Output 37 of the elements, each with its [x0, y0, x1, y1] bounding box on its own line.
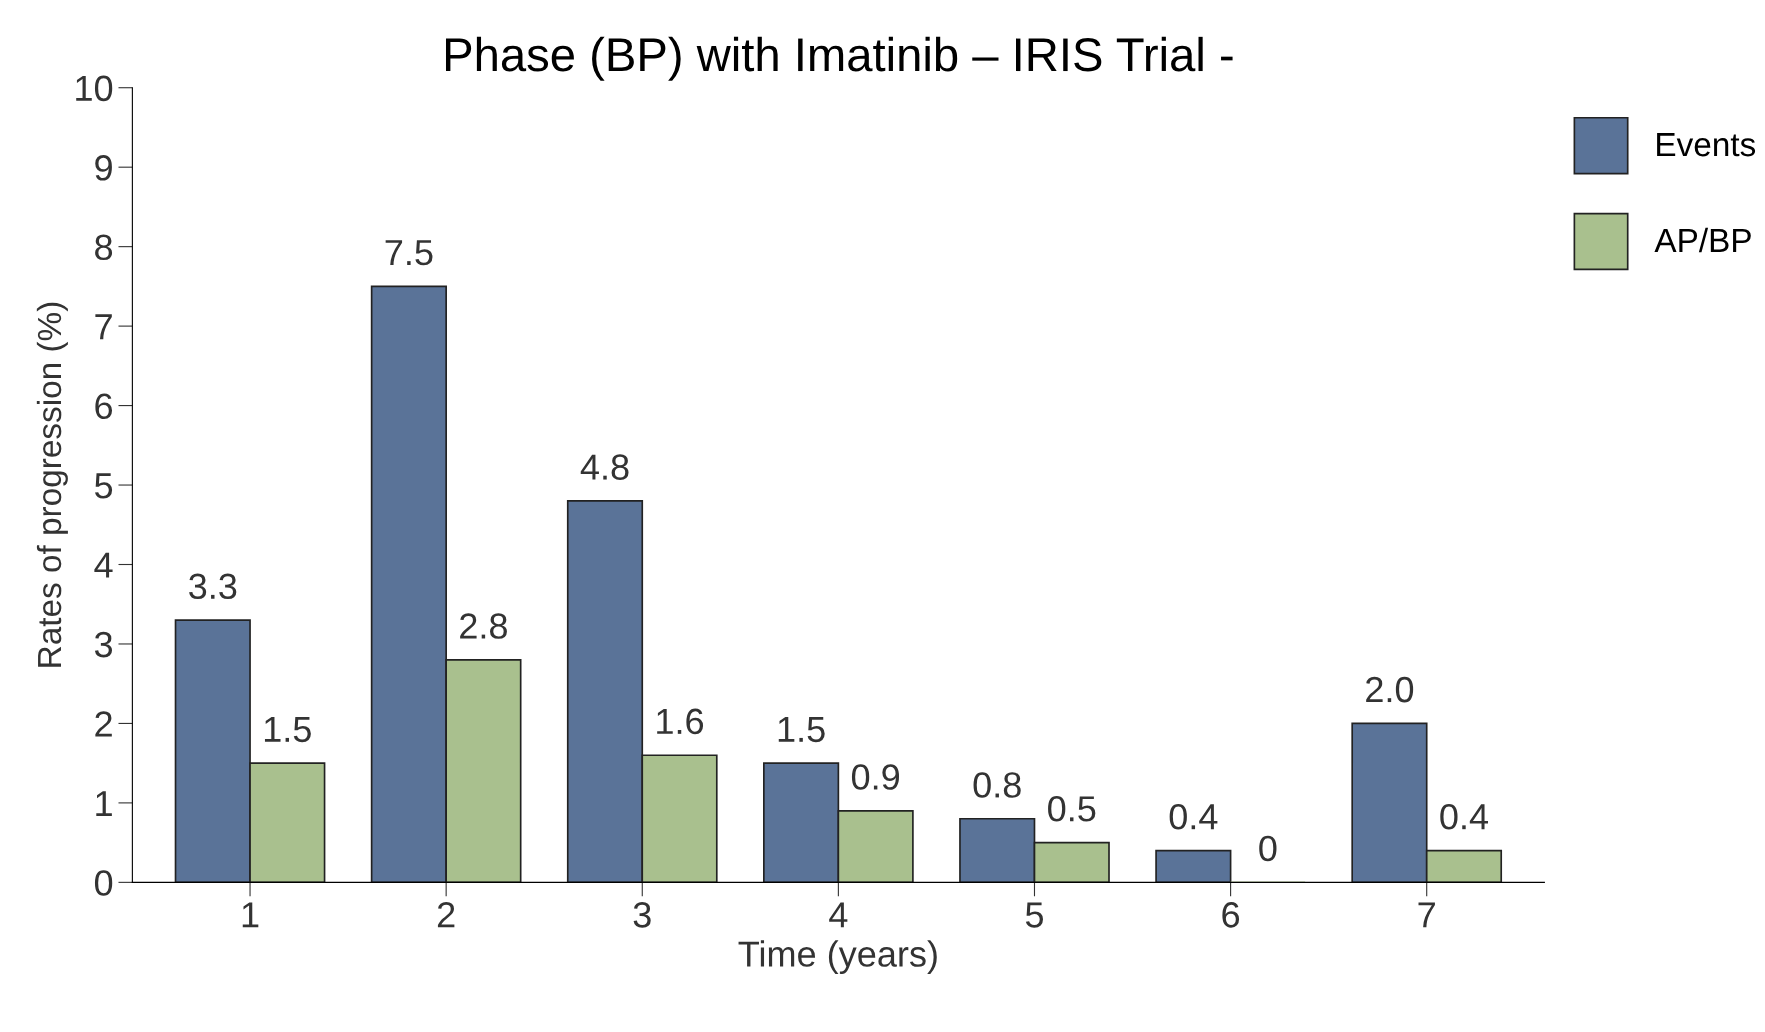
y-tick-label: 4 — [94, 552, 113, 578]
y-tick-label: 0 — [94, 870, 113, 896]
x-tick-label: 2 — [437, 902, 455, 928]
x-tick-label: 3 — [633, 902, 651, 928]
data-label: 3.3 — [189, 573, 237, 600]
data-label: 2.0 — [1366, 676, 1414, 703]
x-tick-label: 4 — [829, 902, 848, 928]
data-label: 1.5 — [778, 716, 825, 743]
x-tick-label: 5 — [1025, 902, 1044, 928]
legend-label: Events — [1657, 133, 1756, 157]
y-tick-label: 9 — [95, 155, 112, 181]
data-label: 0.4 — [1440, 803, 1489, 830]
x-tick-label: 7 — [1418, 902, 1435, 928]
data-label: 4.8 — [580, 454, 629, 480]
x-axis-title: Time (years) — [738, 940, 937, 974]
data-label: 0.8 — [973, 772, 1021, 798]
data-label: 1.6 — [657, 708, 704, 735]
data-label: 7.5 — [385, 240, 433, 266]
y-tick-label: 2 — [95, 711, 112, 737]
y-tick-label: 5 — [94, 473, 113, 499]
data-label: 0 — [1259, 835, 1277, 862]
data-label: 2.8 — [460, 613, 507, 639]
y-tick-label: 1 — [96, 791, 112, 816]
y-tick-label: 3 — [94, 631, 113, 658]
x-tick-label: 6 — [1222, 902, 1240, 928]
legend-label: AP/BP — [1654, 227, 1751, 253]
y-tick-label: 10 — [76, 75, 113, 102]
chart-title: Phase (BP) with Imatinib – IRIS Trial - — [445, 36, 1233, 81]
data-label: 0.9 — [851, 764, 900, 790]
y-tick-label: 6 — [95, 393, 113, 420]
y-tick-label: 8 — [95, 234, 113, 261]
x-tick-label: 1 — [242, 902, 259, 928]
y-axis-title: Rates of progression (%) — [36, 302, 68, 667]
data-label: 0.4 — [1169, 803, 1218, 830]
data-label: 1.5 — [264, 716, 311, 743]
data-label: 0.5 — [1048, 796, 1096, 822]
y-tick-label: 7 — [95, 314, 112, 340]
